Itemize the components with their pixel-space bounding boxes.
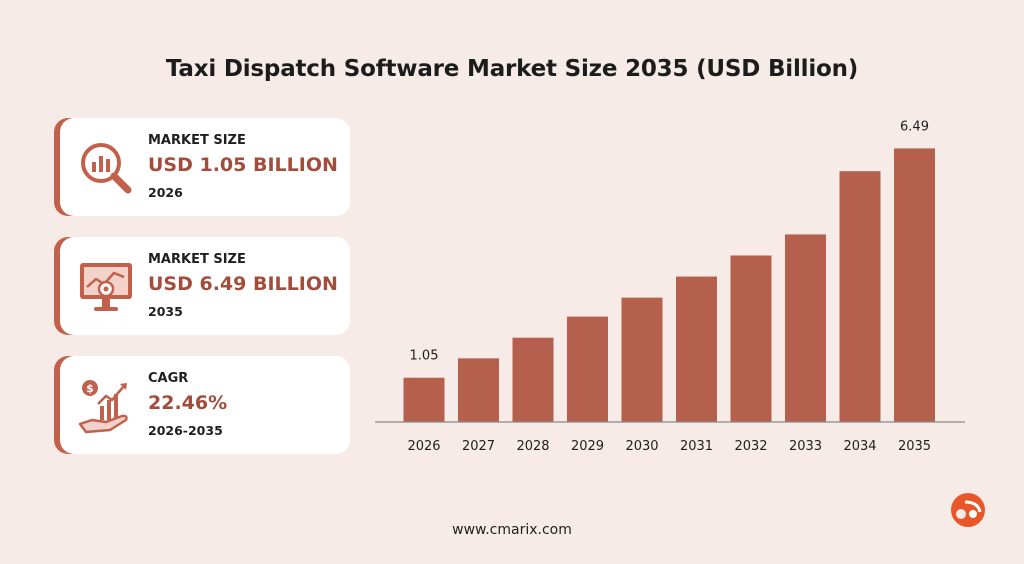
- cmarix-logo-icon: [951, 493, 985, 527]
- market-size-2026-card: MARKET SIZE USD 1.05 BILLION 2026: [60, 118, 350, 216]
- card-value: USD 1.05 BILLION: [148, 154, 338, 176]
- card-label: MARKET SIZE: [148, 133, 246, 148]
- card-label: MARKET SIZE: [148, 252, 246, 267]
- page-title: Taxi Dispatch Software Market Size 2035 …: [165, 56, 859, 82]
- svg-text:$: $: [86, 382, 94, 395]
- market-size-2035-card: MARKET SIZE USD 6.49 BILLION 2035: [60, 237, 350, 335]
- x-tick-label: 2033: [789, 439, 822, 454]
- bar-2033: [785, 234, 826, 422]
- x-tick-label: 2031: [680, 439, 713, 454]
- x-tick-label: 2034: [843, 439, 876, 454]
- x-tick-label: 2027: [462, 439, 495, 454]
- card-year: 2035: [148, 304, 183, 319]
- magnifier-chart-icon: [81, 143, 132, 194]
- bar-2030: [621, 297, 663, 422]
- x-tick-label: 2035: [898, 439, 931, 454]
- bar-2031: [676, 276, 717, 422]
- x-tick-label: 2032: [734, 439, 767, 454]
- hand-dollar-growth-icon: $: [78, 380, 128, 434]
- bar-2029: [567, 316, 608, 422]
- cagr-card: $ CAGR 22.46% 2026-2035: [60, 356, 350, 454]
- data-label: 6.49: [900, 119, 929, 134]
- bar-2032: [730, 255, 772, 422]
- data-label: 1.05: [410, 349, 439, 364]
- bar-2027: [458, 358, 499, 422]
- card-year-range: 2026-2035: [148, 423, 223, 438]
- card-label: CAGR: [148, 371, 189, 386]
- x-tick-label: 2030: [625, 439, 658, 454]
- bar-2028: [512, 337, 554, 422]
- bar-2034: [839, 171, 881, 422]
- bar-2026: [403, 377, 445, 422]
- card-value: USD 6.49 BILLION: [148, 273, 338, 295]
- x-tick-label: 2026: [407, 439, 440, 454]
- x-tick-label: 2028: [516, 439, 549, 454]
- card-value: 22.46%: [148, 392, 228, 414]
- monitor-gear-chart-icon: [80, 263, 132, 311]
- card-year: 2026: [148, 185, 183, 200]
- bar-2035: [894, 148, 935, 422]
- market-size-bar-chart: 2026 1.05 2027 2028 2029 2030 2031 2032 2033 2034…: [375, 119, 965, 454]
- footer-url[interactable]: www.cmarix.com: [452, 522, 572, 538]
- x-tick-label: 2029: [571, 439, 604, 454]
